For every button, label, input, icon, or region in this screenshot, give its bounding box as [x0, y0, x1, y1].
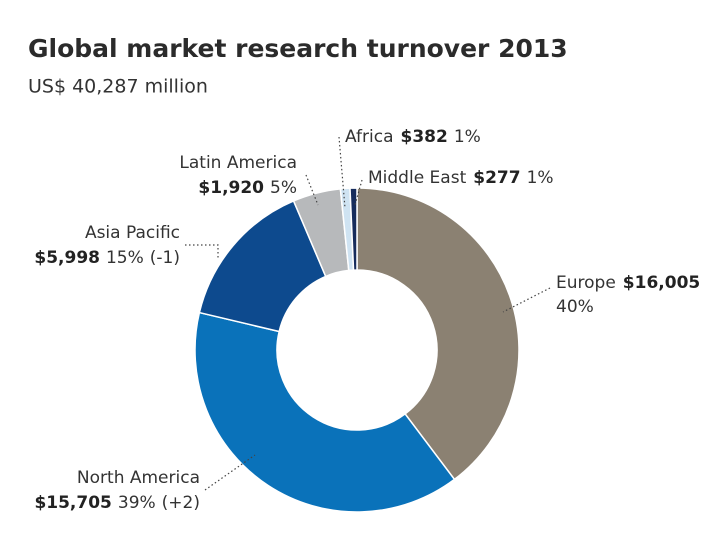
- label-line: Middle East $277 1%: [368, 168, 554, 188]
- segment-label: Middle East $277 1%: [368, 168, 554, 188]
- label-line: 40%: [556, 297, 594, 317]
- segment-label: Africa $382 1%: [345, 127, 481, 147]
- share-label: 15%: [106, 248, 144, 268]
- donut-segment: [356, 187, 520, 481]
- value-label: $1,920: [198, 178, 264, 198]
- label-line: Africa $382 1%: [345, 127, 481, 147]
- change-label: (+2): [162, 493, 200, 513]
- label-line: Europe $16,005: [556, 273, 700, 293]
- value-label: $15,705: [34, 493, 111, 513]
- chart-title: Global market research turnover 2013: [28, 34, 568, 63]
- donut-segment: [194, 311, 456, 513]
- chart-subtitle: US$ 40,287 million: [28, 76, 208, 98]
- donut-segment: [349, 187, 358, 271]
- change-label: (-1): [150, 248, 180, 268]
- category-label: Africa: [345, 127, 394, 147]
- label-line: $1,920 5%: [198, 178, 297, 198]
- label-line: North America: [77, 468, 200, 488]
- value-label: $16,005: [623, 273, 700, 293]
- share-label: 1%: [527, 168, 554, 188]
- leader-line: [185, 244, 219, 258]
- share-label: 1%: [454, 127, 481, 147]
- label-line: Latin America: [179, 153, 297, 173]
- category-label: Middle East: [368, 168, 467, 188]
- segment-label: North America $15,705 39% (+2): [34, 468, 200, 513]
- label-line: Asia Pacific: [85, 223, 180, 243]
- segment-label: Asia Pacific $5,998 15% (-1): [34, 223, 180, 268]
- category-label: North America: [77, 468, 200, 488]
- segment-label: Europe $16,005 40%: [556, 273, 700, 317]
- share-label: 40%: [556, 297, 594, 317]
- leader-line: [354, 179, 363, 206]
- category-label: Asia Pacific: [85, 223, 180, 243]
- value-label: $5,998: [34, 248, 100, 268]
- category-label: Europe: [556, 273, 616, 293]
- share-label: 39%: [118, 493, 156, 513]
- segment-label: Latin America $1,920 5%: [179, 153, 297, 198]
- leader-line: [502, 287, 551, 313]
- leader-line: [305, 174, 319, 206]
- share-label: 5%: [270, 178, 297, 198]
- value-label: $382: [401, 127, 448, 147]
- label-line: $15,705 39% (+2): [34, 493, 200, 513]
- label-line: $5,998 15% (-1): [34, 248, 180, 268]
- value-label: $277: [473, 168, 520, 188]
- category-label: Latin America: [179, 153, 297, 173]
